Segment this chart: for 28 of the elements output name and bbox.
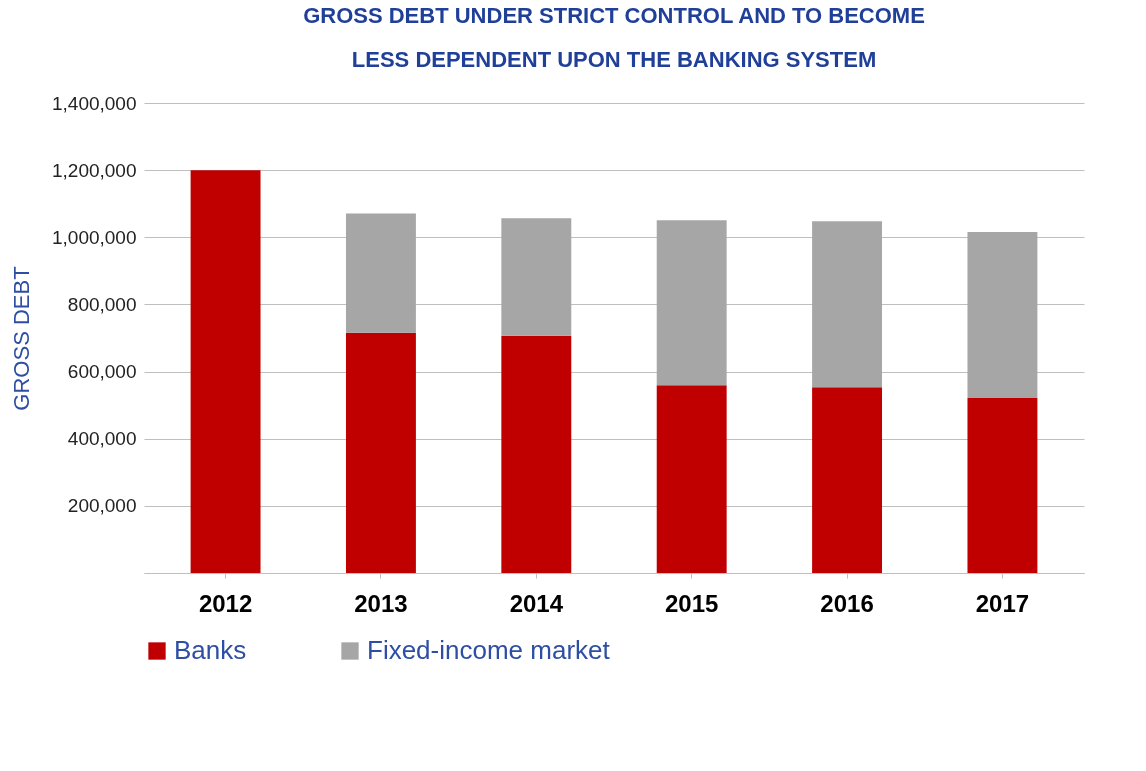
bar — [656, 385, 727, 573]
bar — [967, 398, 1038, 573]
y-tick-label: 1,000,000 — [51, 226, 137, 248]
x-tick-label: 2013 — [354, 589, 408, 617]
x-tick-label: 2017 — [975, 589, 1030, 617]
bar — [345, 332, 416, 573]
bar — [812, 387, 883, 573]
bar — [501, 218, 572, 336]
y-tick-label: 600,000 — [67, 361, 137, 383]
bar — [345, 213, 416, 333]
x-tick-label: 2014 — [509, 589, 564, 617]
x-tick-label: 2015 — [664, 589, 719, 617]
bar — [190, 170, 261, 573]
y-tick-label: 1,200,000 — [51, 159, 137, 181]
y-tick-label: 400,000 — [67, 428, 137, 450]
bar — [501, 335, 572, 573]
bar — [812, 221, 883, 388]
bar — [656, 220, 727, 386]
y-tick-label: 1,400,000 — [51, 92, 137, 114]
y-tick-label: 800,000 — [67, 293, 137, 315]
y-axis-title: GROSS DEBT — [8, 266, 34, 411]
x-tick-label: 2016 — [820, 589, 874, 617]
legend-label: Fixed-income market — [367, 635, 611, 665]
y-tick-label: 200,000 — [67, 495, 137, 517]
chart-title: GROSS DEBT UNDER STRICT CONTROL AND TO BECOME LESS DEPENDENT UPON THE BANKING SYSTEM — [303, 3, 925, 72]
bar — [967, 231, 1038, 399]
x-tick-label: 2012 — [198, 589, 253, 617]
legend-label: Banks — [174, 635, 247, 665]
